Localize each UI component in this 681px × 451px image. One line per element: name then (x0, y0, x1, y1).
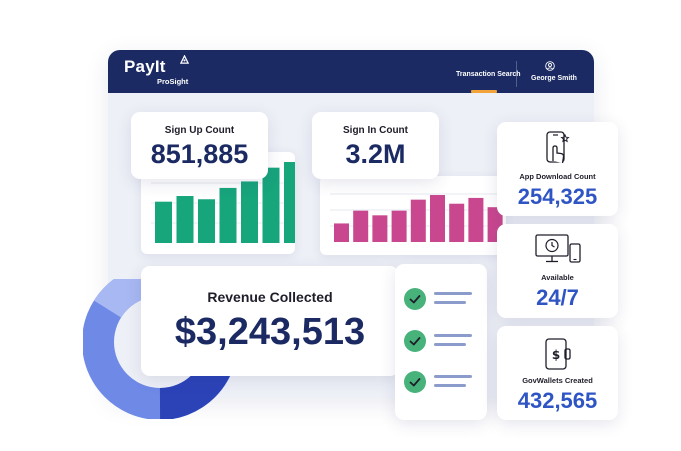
user-name[interactable]: George Smith (531, 75, 577, 82)
checklist-line (434, 301, 466, 304)
wallet-icon: $ (543, 337, 573, 371)
app-download-count-card: App Download Count 254,325 (497, 122, 618, 216)
chart-bar (155, 202, 172, 243)
chart-bar (468, 198, 483, 242)
payit-logo[interactable]: PayIt ProSight (124, 58, 166, 76)
chart-bar (449, 204, 464, 242)
chart-bar (177, 196, 194, 243)
checklist-line (434, 384, 466, 387)
checklist-line (434, 375, 472, 378)
top-navigation-bar: PayIt ProSight Transaction Search George… (108, 50, 594, 93)
sign-in-bar-chart (320, 176, 506, 255)
sign-in-bars (320, 176, 506, 255)
mobile-tap-icon (539, 130, 575, 166)
availability-value: 24/7 (497, 285, 618, 311)
sign-in-count-card: Sign In Count 3.2M (312, 112, 439, 179)
sign-up-count-card: Sign Up Count 851,885 (131, 112, 268, 179)
govwallets-created-card: $ GovWallets Created 432,565 (497, 326, 618, 420)
revenue-label: Revenue Collected (141, 289, 399, 305)
chart-bar (372, 215, 387, 242)
app-download-label: App Download Count (497, 172, 618, 181)
availability-label: Available (497, 273, 618, 282)
chart-bar (284, 162, 295, 243)
nav-divider (516, 61, 517, 87)
sign-up-label: Sign Up Count (131, 125, 268, 136)
product-name: ProSight (157, 77, 188, 86)
revenue-collected-card: Revenue Collected $3,243,513 (141, 266, 399, 376)
checklist-item (404, 371, 474, 393)
tab-transaction-search[interactable]: Transaction Search (456, 71, 521, 78)
desktop-mobile-clock-icon (534, 232, 582, 266)
active-tab-indicator (471, 90, 497, 93)
checklist-line (434, 334, 472, 337)
user-avatar-icon[interactable] (545, 61, 555, 71)
app-download-value: 254,325 (497, 184, 618, 210)
chart-bar (263, 168, 280, 243)
govwallets-label: GovWallets Created (497, 376, 618, 385)
brand-mark-icon (180, 55, 189, 64)
chart-bar (411, 200, 426, 242)
sign-in-label: Sign In Count (312, 125, 439, 136)
chart-bar (392, 211, 407, 242)
chart-bar (220, 188, 237, 243)
availability-card: Available 24/7 (497, 224, 618, 318)
chart-bar (241, 181, 258, 243)
check-icon (404, 330, 426, 352)
chart-bar (353, 211, 368, 242)
checklist-item (404, 288, 474, 310)
checklist-card (395, 264, 487, 420)
sign-up-value: 851,885 (131, 139, 268, 170)
sign-in-value: 3.2M (312, 139, 439, 170)
checklist-item (404, 330, 474, 352)
govwallets-value: 432,565 (497, 388, 618, 414)
check-icon (404, 288, 426, 310)
chart-bar (430, 195, 445, 242)
svg-text:$: $ (552, 348, 560, 362)
checklist-line (434, 343, 466, 346)
chart-bar (334, 223, 349, 242)
chart-bar (198, 199, 215, 243)
brand-name: PayIt (124, 58, 166, 76)
check-icon (404, 371, 426, 393)
revenue-value: $3,243,513 (141, 311, 399, 354)
checklist-line (434, 292, 472, 295)
